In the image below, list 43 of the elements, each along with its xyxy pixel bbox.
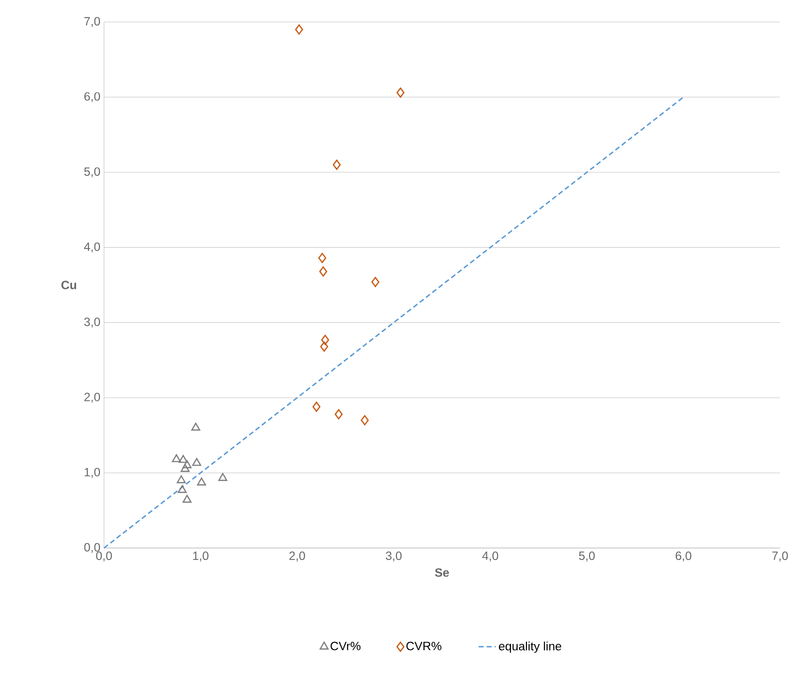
y-tick-label: 0,0 [84, 543, 100, 553]
point [176, 475, 186, 484]
point [396, 88, 404, 98]
y-tick-label: 7,0 [84, 17, 100, 27]
point [182, 494, 192, 503]
x-tick-label: 2,0 [289, 552, 306, 562]
y-tick-label: 4,0 [84, 242, 100, 252]
x-tick-label: 6,0 [676, 552, 692, 562]
y-tick-label: 2,0 [84, 392, 100, 403]
point [295, 24, 304, 35]
legend-label: CVr% [330, 642, 360, 650]
point [360, 415, 369, 426]
x-tick-label: 7,0 [772, 552, 788, 562]
y-tick-label: 3,0 [84, 318, 100, 328]
y-tick-label: 5,0 [84, 167, 100, 178]
point [192, 458, 202, 466]
point [371, 276, 380, 288]
point [334, 409, 343, 420]
x-axis-title: Se [435, 568, 449, 577]
legend-label: equality line [498, 642, 562, 653]
y-tick-label: 1,0 [84, 468, 100, 478]
point [180, 464, 190, 472]
point [321, 334, 330, 345]
x-tick-label: 1,0 [193, 552, 208, 562]
x-tick-label: 4,0 [482, 552, 498, 562]
point [320, 342, 328, 352]
x-tick-label: 5,0 [579, 552, 595, 562]
x-tick-label: 0,0 [96, 552, 112, 562]
point [312, 402, 320, 412]
point [182, 460, 192, 468]
point [197, 478, 206, 486]
point [191, 422, 200, 431]
point [178, 485, 187, 493]
point [318, 252, 326, 264]
y-axis-title: Cu [61, 280, 76, 290]
legend-label: CVR% [406, 642, 442, 650]
y-tick-label: 6,0 [84, 92, 100, 102]
point [332, 160, 341, 170]
point [172, 454, 181, 462]
point [178, 454, 188, 463]
point [319, 266, 328, 277]
point [218, 473, 228, 481]
x-tick-label: 3,0 [386, 552, 402, 562]
